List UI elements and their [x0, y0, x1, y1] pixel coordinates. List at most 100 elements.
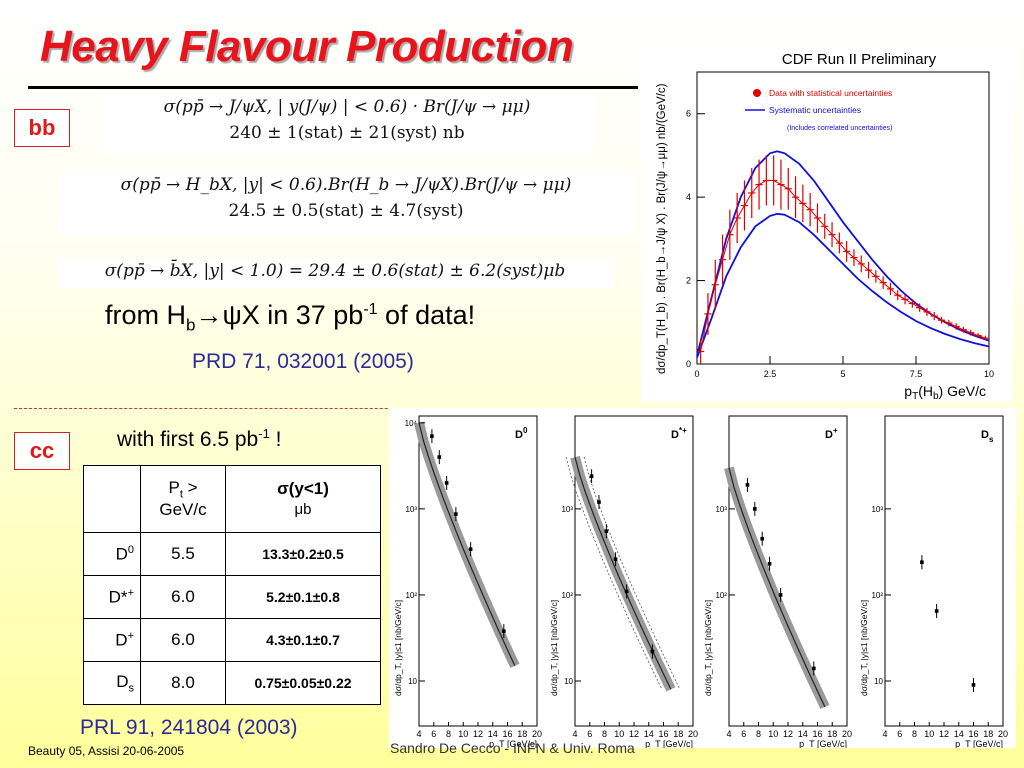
y-tick-label: 10	[564, 677, 573, 686]
sigma-cell: 13.3±0.2±0.5	[225, 532, 381, 576]
meson-sup: +	[127, 586, 134, 599]
eq2-line2: 24.5 ± 0.5(stat) ± 4.7(syst)	[228, 201, 464, 221]
chart-title: CDF Run II Preliminary	[782, 51, 937, 68]
x-tick-label: 7.5	[910, 369, 923, 379]
hdr-pt-gt: >	[182, 477, 198, 497]
charm-point	[753, 507, 757, 511]
plot-frame	[696, 71, 990, 365]
legend-syst-label: Systematic uncertainties	[769, 105, 861, 115]
charm-point	[760, 536, 764, 541]
charm-point	[430, 434, 434, 438]
eq2-box: σ(pp̄ → H_bX, |y| < 0.6).Br(H_b → J/ψX).…	[58, 172, 634, 236]
theory-central-line	[574, 456, 672, 690]
from-suffix: of data!	[377, 300, 476, 330]
panel-frame	[728, 415, 848, 727]
x-tick-label: 12	[473, 729, 483, 739]
panel-xlabel: p_T [GeV/c]	[799, 739, 847, 748]
x-tick-label: 10	[458, 729, 468, 739]
x-tick-label: 4	[416, 729, 421, 739]
meson-sup: 0	[127, 543, 134, 556]
meson-cell: D0	[83, 532, 141, 576]
x-tick-label: 0	[694, 369, 699, 379]
charm-point	[767, 562, 772, 566]
hdr-pt-unit: GeV/c	[159, 500, 207, 520]
x-tick-label: 8	[602, 729, 607, 739]
panel-label-sup: *+	[679, 426, 687, 435]
table-header-row: Pt > GeV/c σ(y<1) μb	[83, 465, 381, 533]
syst-lower-line	[696, 212, 990, 359]
from-mid: →ψX in 37 pb	[195, 300, 364, 330]
x-tick-label: 5	[840, 369, 845, 379]
header-sigma-cell: σ(y<1) μb	[225, 465, 381, 533]
x-tick-label: 10	[768, 729, 778, 739]
x-tick-label: 18	[983, 729, 993, 739]
charm-point	[920, 560, 924, 565]
y-tick-label: 4	[686, 192, 691, 202]
meson-name: D	[115, 544, 128, 564]
meson-cell: D+	[83, 618, 141, 662]
meson-name: D	[116, 671, 129, 691]
x-tick-label: 4	[572, 729, 577, 739]
eq3-box: σ(pp̄ → b̄X, |y| < 1.0) = 29.4 ± 0.6(sta…	[58, 258, 612, 288]
ref-prl: PRL 91, 241804 (2003)	[80, 716, 298, 739]
header-empty-cell	[83, 465, 141, 533]
hdr-pt-p: P	[168, 477, 180, 497]
hdr-sig-2: μb	[294, 501, 312, 518]
charm-point	[502, 629, 506, 633]
panel-xlabel: p_T [GeV/c]	[955, 739, 1003, 748]
x-tick-label: 14	[644, 729, 654, 739]
y-tick-label: 10	[874, 677, 883, 686]
cc-tag: cc	[14, 432, 70, 470]
panel-ylabel: dσ/dp_T, |y|≤1 [nb/GeV/c]	[393, 600, 403, 696]
title-divider	[28, 86, 638, 89]
from-prefix: from H	[105, 300, 186, 330]
charm-point	[812, 666, 816, 671]
cdf-chart-svg: CDF Run II Preliminary 0 2.5 5 7.5 10 0 2 4 6 Da…	[656, 51, 994, 402]
slide-title: Heavy Flavour Production	[40, 22, 574, 71]
x-tick-label: 10	[614, 729, 624, 739]
y-tick-label: 0	[686, 359, 691, 369]
charm-point	[778, 593, 783, 597]
panel-frame	[884, 415, 1004, 727]
x-tick-label: 4	[882, 729, 887, 739]
x-tick-label: 18	[827, 729, 837, 739]
hdr-pt-sub: t	[179, 488, 183, 501]
sigma-cell: 4.3±0.1±0.7	[225, 618, 381, 662]
x-tick-label: 8	[446, 729, 451, 739]
table-row: Ds 8.0 0.75±0.05±0.22	[83, 661, 381, 705]
data-line	[700, 180, 986, 352]
eq1-box: σ(pp̄ → J/ψX, | y(J/ψ) | < 0.6) · Br(J/ψ…	[100, 94, 594, 154]
eq1-line2: 240 ± 1(stat) ± 21(syst) nb	[229, 123, 465, 143]
x-tick-label: 6	[587, 729, 592, 739]
x-tick-label: 14	[488, 729, 498, 739]
y-tick-label: 6	[686, 109, 691, 119]
meson-sub: s	[128, 682, 135, 695]
with-first-line: with first 6.5 pb-1 !	[117, 426, 281, 452]
table-row: D0 5.5 13.3±0.2±0.5	[83, 532, 381, 576]
meson-cell: Ds	[83, 661, 141, 705]
charm-point	[971, 683, 976, 687]
x-tick-label: 18	[517, 729, 527, 739]
theory-central-line	[728, 467, 826, 708]
y-tick-label: 2	[686, 276, 691, 286]
x-tick-label: 6	[431, 729, 436, 739]
meson-sup: +	[127, 629, 134, 642]
x-tick-label: 14	[798, 729, 808, 739]
panel-ylabel: dσ/dp_T, |y|≤1 [nb/GeV/c]	[703, 600, 713, 696]
bb-tag: bb	[14, 109, 70, 147]
with-first-end: !	[269, 428, 282, 451]
panel-ylabel: dσ/dp_T, |y|≤1 [nb/GeV/c]	[549, 600, 559, 696]
cdf-ylabel: dσ/dp_T(H_b) . Br(H_b→J/ψ X) . Br(J/ψ→μμ…	[656, 83, 668, 374]
with-first-text: with first 6.5 pb	[117, 428, 259, 451]
x-tick-label: 4	[726, 729, 731, 739]
charm-point	[934, 609, 939, 613]
y-tick-label: 10²	[715, 591, 727, 600]
charm-point	[437, 455, 442, 459]
eq3-line: σ(pp̄ → b̄X, |y| < 1.0) = 29.4 ± 0.6(sta…	[104, 261, 566, 281]
y-tick-label: 10³	[405, 505, 417, 514]
panel-xlabel: p_T [GeV/c]	[645, 739, 693, 748]
charm-point	[613, 557, 618, 562]
pt-cell: 6.0	[140, 618, 226, 662]
